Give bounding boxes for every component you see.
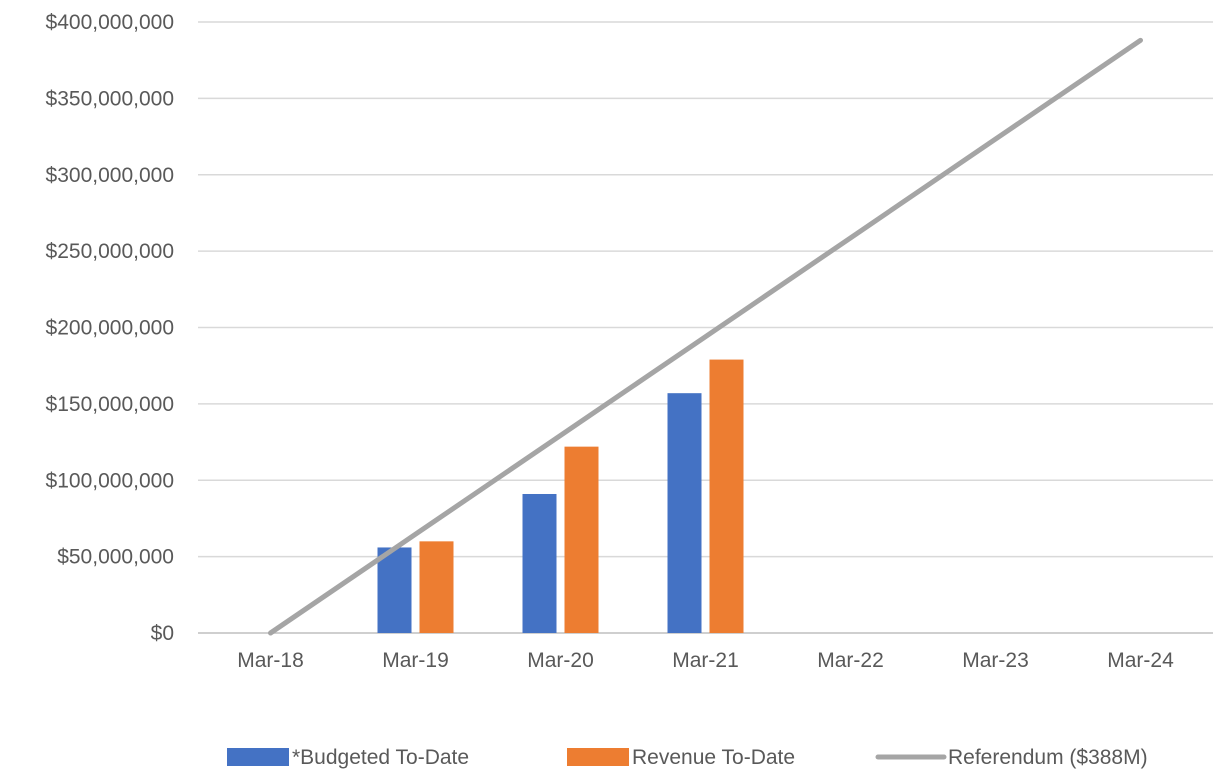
legend-revenue-label: Revenue To-Date (632, 746, 795, 769)
x-tick-label: Mar-20 (527, 649, 594, 672)
x-tick-label: Mar-22 (817, 649, 884, 672)
x-tick-label: Mar-18 (237, 649, 304, 672)
revenue-bar (419, 541, 454, 633)
x-tick-label: Mar-24 (1107, 649, 1174, 672)
legend-revenue-swatch (567, 748, 629, 766)
y-tick-label: $50,000,000 (57, 546, 174, 569)
x-tick-label: Mar-21 (672, 649, 739, 672)
referendum-line (268, 37, 1143, 636)
legend-referendum-label: Referendum ($388M) (948, 746, 1148, 769)
y-tick-label: $150,000,000 (46, 393, 174, 416)
x-tick-label: Mar-19 (382, 649, 449, 672)
x-tick-label: Mar-23 (962, 649, 1029, 672)
budgeted-bar (667, 393, 702, 633)
y-tick-label: $350,000,000 (46, 87, 174, 110)
y-tick-label: $300,000,000 (46, 164, 174, 187)
y-tick-label: $100,000,000 (46, 469, 174, 492)
revenue-bar (709, 359, 744, 633)
y-tick-label: $400,000,000 (46, 11, 174, 34)
y-tick-label: $200,000,000 (46, 317, 174, 340)
legend-budgeted-label: *Budgeted To-Date (292, 746, 469, 769)
y-tick-label: $250,000,000 (46, 240, 174, 263)
budgeted-bar (522, 493, 557, 633)
legend-budgeted-swatch (227, 748, 289, 766)
y-tick-label: $0 (151, 622, 174, 645)
revenue-bar (564, 446, 599, 633)
budgeted-bar (377, 547, 412, 633)
